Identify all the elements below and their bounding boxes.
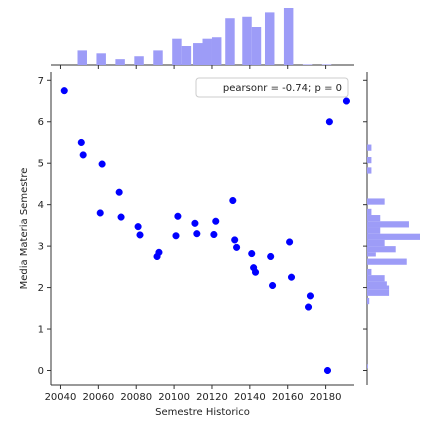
y-histogram-bar [367, 258, 407, 265]
x-axis-ticks: 20040 20060 20080 20100 20120 20140 20160 20180 [45, 65, 342, 403]
x-tick-label: 20080 [120, 392, 152, 403]
y-tick-label: 7 [38, 76, 44, 87]
y-tick-label: 5 [38, 159, 44, 170]
scatter-point [229, 196, 237, 205]
scatter-points [60, 87, 350, 375]
x-histogram-bar [251, 27, 262, 65]
scatter-point [79, 151, 87, 159]
y-histogram-bar [367, 167, 372, 174]
x-histogram-bar [321, 64, 332, 65]
scatter-point [325, 118, 333, 126]
x-histogram-bar [153, 50, 163, 65]
y-histogram-bar [367, 275, 385, 282]
y-histogram-bar [367, 297, 370, 305]
scatter-point [193, 230, 201, 238]
y-histogram-bar [367, 364, 368, 369]
scatter-point [248, 250, 256, 258]
scatter-point [117, 213, 125, 221]
y-marginal-histogram [366, 72, 420, 385]
x-histogram-bar [302, 64, 313, 65]
x-histogram-bar [242, 16, 252, 65]
scatter-point [269, 281, 277, 290]
scatter-point [96, 209, 104, 217]
y-tick-label: 6 [38, 117, 44, 128]
y-histogram-bar [367, 156, 372, 164]
y-histogram-bar [367, 252, 376, 257]
scatter-point [174, 212, 182, 220]
x-histogram-bar [264, 12, 275, 66]
x-tick-label: 20060 [82, 392, 114, 403]
x-histogram-bar [96, 53, 106, 65]
y-histogram-bar [367, 281, 387, 286]
x-tick-label: 20180 [310, 392, 342, 403]
x-histogram-bar [181, 46, 192, 65]
y-histogram-bar [367, 227, 381, 234]
scatter-point [212, 217, 220, 225]
scatter-point [191, 219, 199, 227]
x-tick-label: 20040 [45, 392, 77, 403]
y-histogram-bar [367, 239, 385, 247]
x-marginal-histogram [51, 8, 354, 66]
y-histogram-bar [367, 233, 420, 240]
x-histogram-bar [202, 38, 212, 65]
scatter-point [231, 236, 239, 244]
scatter-point [305, 303, 313, 311]
y-histogram-bar [367, 144, 372, 151]
y-histogram-bar [367, 246, 396, 253]
y-tick-label: 1 [38, 325, 44, 336]
y-histogram-bar [367, 198, 385, 205]
scatter-point [323, 366, 332, 375]
x-tick-label: 20100 [158, 392, 190, 403]
y-histogram-bar [367, 221, 409, 228]
scatter-point [286, 238, 294, 246]
scatter-point [60, 87, 68, 95]
y-histogram-bar [367, 285, 390, 290]
y-histogram-bar [367, 289, 390, 296]
y-axis-label: Media Materia Semestre [19, 168, 30, 290]
x-histogram-bar [283, 8, 294, 65]
scatter-point [287, 273, 296, 281]
scatter-axes [50, 72, 354, 386]
scatter-point [77, 138, 85, 147]
x-histogram-bar [211, 37, 222, 65]
legend-box [195, 77, 349, 98]
x-tick-label: 20120 [196, 392, 228, 403]
scatter-point [155, 248, 163, 256]
scatter-point [306, 292, 314, 300]
y-histogram-bar [367, 215, 381, 222]
scatter-point [134, 223, 142, 231]
scatter-point [251, 268, 260, 276]
scatter-point [233, 243, 241, 251]
scatter-point [136, 231, 144, 239]
scatter-point [115, 188, 123, 196]
y-tick-label: 3 [38, 242, 44, 253]
y-tick-label: 4 [38, 200, 44, 211]
x-histogram-bar [134, 56, 144, 65]
y-axis-ticks: 0 1 2 3 4 5 6 7 [38, 76, 367, 377]
x-tick-label: 20160 [272, 392, 304, 403]
x-histogram-bar [77, 50, 87, 65]
x-histogram-bar [225, 18, 235, 65]
x-histogram-bar [193, 43, 203, 65]
x-histogram-bar [172, 38, 182, 65]
y-histogram-bar [367, 208, 372, 216]
y-histogram-bar [367, 268, 372, 276]
x-tick-label: 20140 [234, 392, 266, 403]
legend-text: pearsonr = -0.74; p = 0 [223, 83, 342, 94]
y-tick-label: 0 [38, 366, 44, 377]
scatter-point [172, 232, 180, 240]
legend: pearsonr = -0.74; p = 0 [195, 77, 349, 98]
x-histogram-bar [115, 59, 125, 65]
scatter-point [210, 230, 218, 239]
y-tick-label: 2 [38, 283, 44, 294]
x-axis-label: Semestre Historico [155, 407, 250, 418]
scatter-point [98, 160, 106, 168]
scatter-point [342, 97, 350, 105]
scatter-point [267, 252, 275, 261]
